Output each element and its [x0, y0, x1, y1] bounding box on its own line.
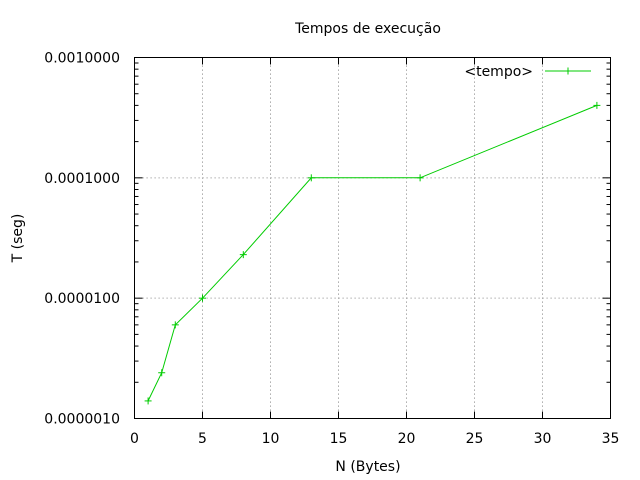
ticks	[134, 57, 611, 419]
data-point	[307, 174, 315, 182]
x-tick-label: 20	[398, 431, 416, 447]
x-tick-label: 30	[534, 431, 552, 447]
data-point	[239, 251, 247, 259]
series-line	[147, 104, 598, 402]
x-axis-label: N (Bytes)	[335, 459, 400, 475]
x-tick-label: 15	[330, 431, 348, 447]
y-tick-labels: 0.0000010 0.0000100 0.0001000 0.0010000	[44, 51, 120, 428]
data-point	[144, 397, 152, 405]
x-tick-label: 10	[262, 431, 280, 447]
data-point	[199, 294, 206, 302]
x-tick-label: 5	[198, 431, 207, 447]
x-tick-labels: 0 5 10 15 20 25 30 35	[130, 431, 619, 447]
chart-title: Tempos de execução	[294, 21, 441, 37]
y-tick-label: 0.0000010	[44, 412, 120, 428]
grid	[134, 57, 611, 419]
x-tick-label: 35	[602, 431, 620, 447]
data-point	[416, 174, 424, 182]
y-tick-label: 0.0000100	[44, 291, 120, 307]
legend-label: <tempo>	[464, 64, 533, 80]
data-point	[158, 369, 166, 377]
x-tick-label: 0	[130, 431, 139, 447]
data-point	[593, 101, 601, 109]
plot-frame	[134, 57, 611, 419]
data-point	[171, 321, 179, 329]
series-layer	[144, 101, 601, 405]
legend: <tempo>	[464, 64, 591, 80]
y-tick-label: 0.0010000	[44, 51, 120, 67]
y-axis-label: T (seg)	[10, 214, 26, 264]
legend-marker	[564, 67, 572, 75]
y-tick-label: 0.0001000	[44, 171, 120, 187]
x-tick-label: 25	[466, 431, 484, 447]
